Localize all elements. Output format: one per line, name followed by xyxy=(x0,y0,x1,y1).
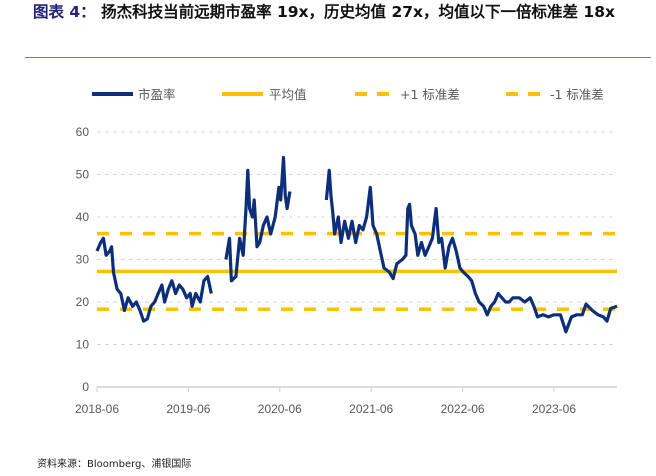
x-tick-label: 2019-06 xyxy=(166,402,210,416)
y-tick-label: 10 xyxy=(76,338,90,352)
chart-title: 图表 4： 扬杰科技当前远期市盈率 19x，历史均值 27x，均值以下一倍标准差… xyxy=(33,0,653,24)
x-tick-label: 2020-06 xyxy=(258,402,302,416)
legend-label-plus1: +1 标准差 xyxy=(400,87,460,102)
y-tick-label: 30 xyxy=(76,253,90,267)
legend-label-pe: 市盈率 xyxy=(138,87,176,102)
y-tick-label: 0 xyxy=(82,380,89,394)
x-tick-label: 2023-06 xyxy=(532,402,576,416)
x-tick-label: 2021-06 xyxy=(349,402,393,416)
pe-series-line xyxy=(224,155,292,283)
y-tick-label: 40 xyxy=(76,210,90,224)
x-tick-label: 2022-06 xyxy=(441,402,485,416)
pe-series-line xyxy=(95,236,213,323)
title-divider xyxy=(25,57,651,58)
legend: 市盈率 平均值 +1 标准差 -1 标准差 xyxy=(92,87,604,102)
pe-series-line xyxy=(324,168,618,334)
legend-label-mean: 平均值 xyxy=(269,87,307,102)
source-note: 资料来源：Bloomberg、浦银国际 xyxy=(37,459,192,470)
legend-label-minus1: -1 标准差 xyxy=(550,87,604,102)
figure-label: 图表 4： xyxy=(33,3,96,21)
y-tick-label: 20 xyxy=(76,295,90,309)
y-tick-label: 60 xyxy=(76,125,90,139)
x-tick-label: 2018-06 xyxy=(75,402,119,416)
title-text: 扬杰科技当前远期市盈率 19x，历史均值 27x，均值以下一倍标准差 18x xyxy=(101,3,615,21)
y-tick-label: 50 xyxy=(76,168,90,182)
